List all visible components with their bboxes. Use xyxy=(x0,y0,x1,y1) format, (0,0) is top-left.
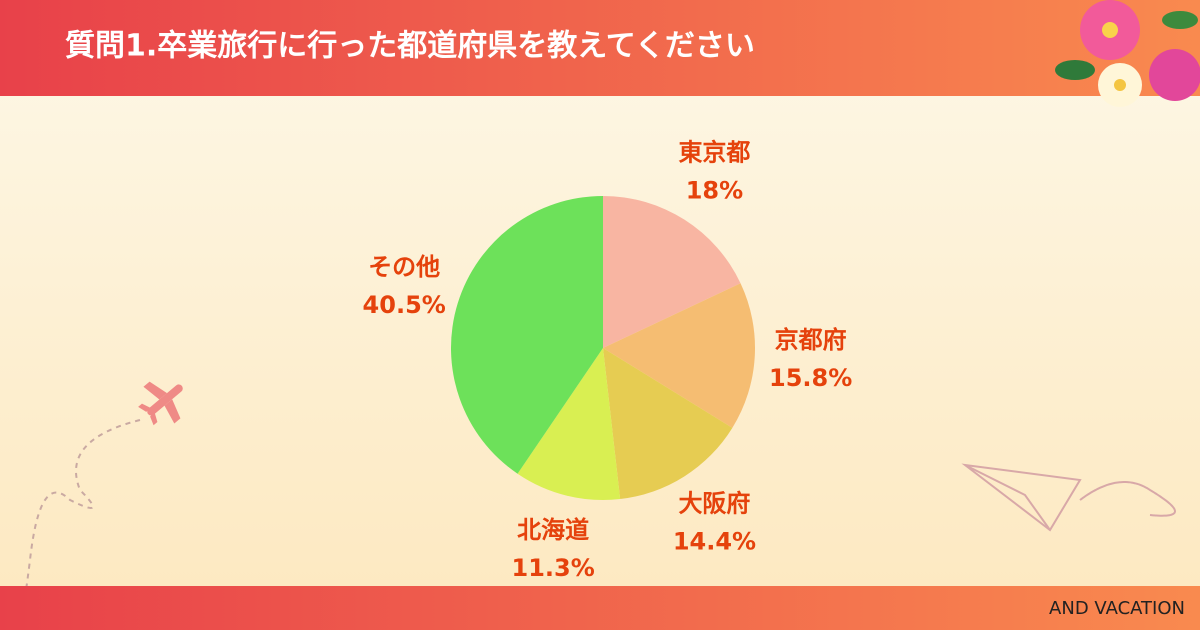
slice-label: その他 xyxy=(368,253,440,281)
plane-icon xyxy=(138,381,183,426)
slice-label: 東京都 xyxy=(678,138,750,166)
footer-bar xyxy=(0,586,1200,630)
slice-label: 北海道 xyxy=(517,516,589,544)
pie-slice xyxy=(603,196,741,348)
slice-value-label: 14.4% xyxy=(673,528,756,556)
pie-slice xyxy=(517,348,621,500)
flower-decoration xyxy=(1055,0,1200,107)
header-bar xyxy=(0,0,1200,96)
pie-slice xyxy=(603,348,733,500)
slice-label: 大阪府 xyxy=(678,490,750,518)
slice-value-label: 18% xyxy=(686,176,743,204)
paper-plane xyxy=(961,463,1176,532)
slice-value-label: 40.5% xyxy=(363,291,446,319)
chart-title: 質問1.卒業旅行に行った都道府県を教えてください xyxy=(65,29,755,64)
slice-value-label: 15.8% xyxy=(769,364,852,392)
flight-path xyxy=(19,419,141,630)
pie-slice xyxy=(603,283,755,428)
slice-label: 京都府 xyxy=(775,326,847,354)
pie-slice xyxy=(451,195,603,474)
slice-value-label: 11.3% xyxy=(512,554,595,582)
footer-brand: AND VACATION xyxy=(1049,598,1185,619)
